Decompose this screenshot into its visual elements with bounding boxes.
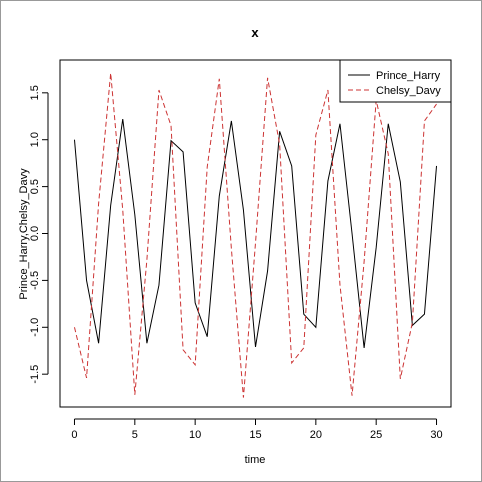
y-axis-label: Prince_Harry,Chelsy_Davy: [18, 168, 30, 300]
y-tick-label: -1.5: [29, 365, 41, 384]
x-tick-label: 20: [310, 429, 322, 441]
x-tick-label: 15: [249, 429, 261, 441]
x-tick-label: 10: [189, 429, 201, 441]
y-tick-label: -0.5: [29, 271, 41, 290]
x-tick-label: 25: [370, 429, 382, 441]
legend-label: Prince_Harry: [376, 70, 441, 82]
x-axis-label: time: [245, 454, 266, 466]
y-tick-label: -1.0: [29, 318, 41, 337]
chart-title: x: [251, 25, 259, 40]
x-axis: 0 5 10 15 20 25 30: [71, 418, 443, 441]
legend: Prince_Harry Chelsy_Davy: [339, 59, 452, 103]
legend-label: Chelsy_Davy: [376, 85, 441, 97]
x-tick-label: 30: [430, 429, 442, 441]
x-tick-label: 0: [71, 429, 77, 441]
y-axis: -1.5 -1.0 -0.5 0.0 0.5 1.0 1.5: [29, 85, 49, 384]
y-tick-label: 1.0: [29, 132, 41, 147]
series-line-chelsy-davy: [73, 73, 437, 398]
series-line-prince-harry: [73, 119, 438, 348]
y-tick-label: 1.5: [29, 85, 41, 100]
plot-area-border: [59, 59, 452, 408]
series-layer: [73, 73, 438, 398]
legend-box: [339, 59, 452, 103]
y-tick-label: 0.5: [29, 179, 41, 194]
y-tick-label: 0.0: [29, 226, 41, 241]
x-tick-label: 5: [132, 429, 138, 441]
